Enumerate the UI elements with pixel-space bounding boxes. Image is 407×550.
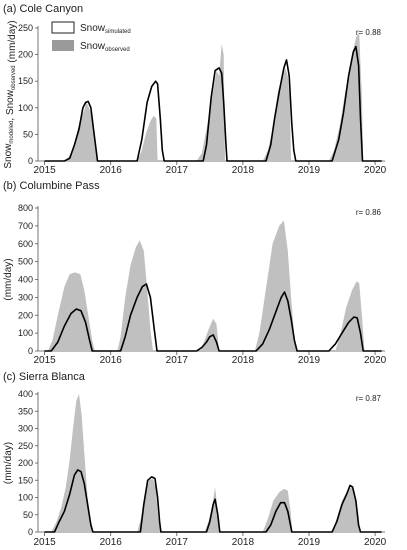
y-tick-label: 150 [18,76,33,86]
y-tick-label: 200 [18,310,33,320]
correlation-label: r= 0.86 [356,208,382,217]
y-tick-label: 0 [28,527,33,537]
x-tick-label: 2015 [33,537,56,548]
y-tick-label: 0 [28,346,33,356]
x-tick-label: 2019 [298,355,321,366]
y-axis-label-subscript: observed [11,65,17,90]
legend-label-base: Snow [80,23,106,34]
y-tick-label: 150 [18,475,33,485]
x-tick-label: 2020 [364,165,387,176]
y-tick-label: 300 [18,292,33,302]
x-tick-label: 2016 [100,355,123,366]
legend-label-subscript: simulated [105,29,131,35]
series-observed-area [51,394,360,532]
y-tick-label: 100 [18,493,33,503]
x-tick-label: 2018 [232,355,255,366]
y-tick-label: 200 [18,50,33,60]
y-tick-label: 250 [18,23,33,33]
y-axis-label: Snowmodeled, Snowobserved (mm/day) [3,20,18,168]
panel-title: (c) Sierra Blanca [3,371,86,383]
x-tick-label: 2018 [232,165,255,176]
y-tick-label: 400 [18,275,33,285]
y-tick-label: 350 [18,406,33,416]
legend-label-observed: Snowobserved [80,41,130,53]
x-tick-label: 2019 [298,537,321,548]
series-observed-area [64,33,364,161]
x-tick-label: 2015 [33,355,56,366]
y-tick-label: 500 [18,257,33,267]
panel-title: (b) Columbine Pass [3,180,100,192]
y-tick-label: 50 [23,129,33,139]
legend-label-simulated: Snowsimulated [80,23,131,35]
chart-panel-1: (a) Cole Canyon 0 50 100 150 200 250 2015 2016 20… [3,3,387,176]
x-tick-label: 2015 [33,165,56,176]
legend-swatch-observed [52,40,74,51]
correlation-label: r= 0.88 [356,28,382,37]
y-axis-label: (mm/day) [3,258,14,300]
series-simulated-line [44,469,382,533]
x-tick-label: 2017 [166,355,189,366]
x-tick-label: 2016 [100,165,123,176]
y-tick-label: 0 [28,156,33,166]
x-tick-label: 2017 [166,165,189,176]
panel-title: (a) Cole Canyon [3,3,83,15]
correlation-label: r= 0.87 [356,394,382,403]
chart-panel-3: (c) Sierra Blanca 0 50 100 150 200 250 300 350 40… [3,371,387,548]
chart-panel-2: (b) Columbine Pass 0 100 200 300 400 500 600 700… [3,180,387,366]
x-tick-label: 2020 [364,537,387,548]
series-simulated-line [44,45,382,162]
series-observed-area [47,220,365,351]
y-tick-label: 800 [18,203,33,213]
y-tick-label: 600 [18,239,33,249]
y-tick-label: 100 [18,328,33,338]
y-axis-label-part: , Snow [5,89,16,120]
y-tick-label: 100 [18,103,33,113]
y-axis-label: (mm/day) [3,442,14,484]
x-tick-label: 2017 [166,537,189,548]
series-simulated-line [44,283,382,352]
x-tick-label: 2019 [298,165,321,176]
y-tick-label: 200 [18,458,33,468]
y-tick-label: 250 [18,441,33,451]
y-axis-label-subscript: modeled [9,121,15,144]
y-tick-label: 700 [18,221,33,231]
y-axis-label-part: Snow [3,143,14,169]
x-tick-label: 2018 [232,537,255,548]
x-tick-label: 2020 [364,355,387,366]
y-tick-label: 300 [18,424,33,434]
y-tick-label: 50 [23,510,33,520]
x-tick-label: 2016 [100,537,123,548]
y-tick-label: 400 [18,389,33,399]
legend-label-base: Snow [80,41,106,52]
y-axis-label-part: (mm/day) [7,20,18,65]
legend-swatch-simulated [51,21,75,34]
legend-label-subscript: observed [105,47,130,53]
